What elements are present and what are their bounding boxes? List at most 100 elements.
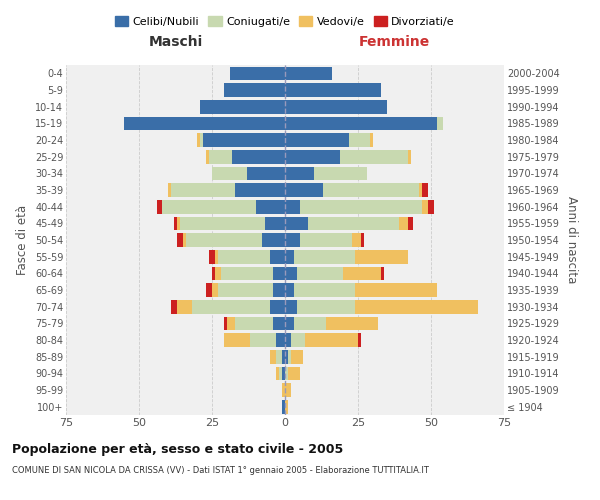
Bar <box>343 266 382 280</box>
Bar <box>291 333 305 347</box>
Bar <box>296 266 343 280</box>
Bar <box>399 216 407 230</box>
Bar <box>323 183 419 197</box>
Bar <box>294 316 326 330</box>
Bar <box>355 300 478 314</box>
Bar <box>209 250 215 264</box>
Bar <box>296 300 355 314</box>
Bar <box>285 316 294 330</box>
Bar <box>247 166 285 180</box>
Bar <box>212 266 215 280</box>
Bar <box>314 166 367 180</box>
Bar <box>288 350 291 364</box>
Bar <box>200 133 203 147</box>
Bar <box>294 250 355 264</box>
Bar <box>250 333 276 347</box>
Bar <box>285 333 291 347</box>
Bar <box>224 83 285 97</box>
Bar <box>177 216 180 230</box>
Bar <box>428 200 434 213</box>
Bar <box>285 83 382 97</box>
Bar <box>212 283 218 297</box>
Bar <box>186 233 262 247</box>
Bar <box>215 266 221 280</box>
Bar <box>209 150 232 164</box>
Bar <box>382 266 384 280</box>
Bar <box>274 283 285 297</box>
Bar <box>355 250 407 264</box>
Bar <box>285 116 437 130</box>
Bar <box>285 350 288 364</box>
Bar <box>168 183 171 197</box>
Bar <box>171 183 235 197</box>
Bar <box>276 366 279 380</box>
Bar <box>271 350 276 364</box>
Bar <box>256 200 285 213</box>
Bar <box>419 183 422 197</box>
Bar <box>288 366 299 380</box>
Bar <box>422 200 428 213</box>
Bar <box>349 133 370 147</box>
Bar <box>358 333 361 347</box>
Bar <box>285 366 288 380</box>
Text: Popolazione per età, sesso e stato civile - 2005: Popolazione per età, sesso e stato civil… <box>12 442 343 456</box>
Bar <box>265 216 285 230</box>
Bar <box>285 166 314 180</box>
Bar <box>230 66 285 80</box>
Bar <box>221 266 274 280</box>
Bar <box>285 216 308 230</box>
Text: Maschi: Maschi <box>148 36 203 50</box>
Bar <box>340 150 407 164</box>
Bar <box>224 316 227 330</box>
Bar <box>274 266 285 280</box>
Bar <box>171 300 177 314</box>
Bar <box>206 283 212 297</box>
Bar <box>361 233 364 247</box>
Bar <box>163 200 256 213</box>
Bar <box>183 233 186 247</box>
Bar <box>200 100 285 114</box>
Bar <box>191 300 271 314</box>
Bar <box>299 200 422 213</box>
Bar <box>305 333 358 347</box>
Legend: Celibi/Nubili, Coniugati/e, Vedovi/e, Divorziati/e: Celibi/Nubili, Coniugati/e, Vedovi/e, Di… <box>115 16 455 26</box>
Bar <box>274 316 285 330</box>
Bar <box>285 383 291 397</box>
Bar <box>177 300 191 314</box>
Bar <box>282 350 285 364</box>
Bar <box>370 133 373 147</box>
Bar <box>215 250 218 264</box>
Text: Femmine: Femmine <box>359 36 430 50</box>
Bar <box>285 150 340 164</box>
Bar <box>285 250 294 264</box>
Bar <box>299 233 352 247</box>
Bar <box>279 366 282 380</box>
Bar <box>282 383 285 397</box>
Bar <box>218 283 274 297</box>
Bar <box>282 366 285 380</box>
Bar <box>285 200 299 213</box>
Y-axis label: Anni di nascita: Anni di nascita <box>565 196 578 284</box>
Bar <box>271 250 285 264</box>
Bar <box>285 100 387 114</box>
Bar <box>285 233 299 247</box>
Bar <box>291 350 302 364</box>
Bar <box>212 166 247 180</box>
Bar <box>285 66 332 80</box>
Bar <box>276 333 285 347</box>
Bar <box>285 133 349 147</box>
Bar <box>407 216 413 230</box>
Bar <box>180 216 265 230</box>
Bar <box>271 300 285 314</box>
Bar <box>224 333 250 347</box>
Bar <box>308 216 399 230</box>
Bar <box>285 300 296 314</box>
Bar <box>227 316 235 330</box>
Bar <box>282 400 285 413</box>
Bar <box>235 316 274 330</box>
Bar <box>326 316 379 330</box>
Bar <box>203 133 285 147</box>
Bar <box>422 183 428 197</box>
Bar <box>285 400 288 413</box>
Bar <box>174 216 177 230</box>
